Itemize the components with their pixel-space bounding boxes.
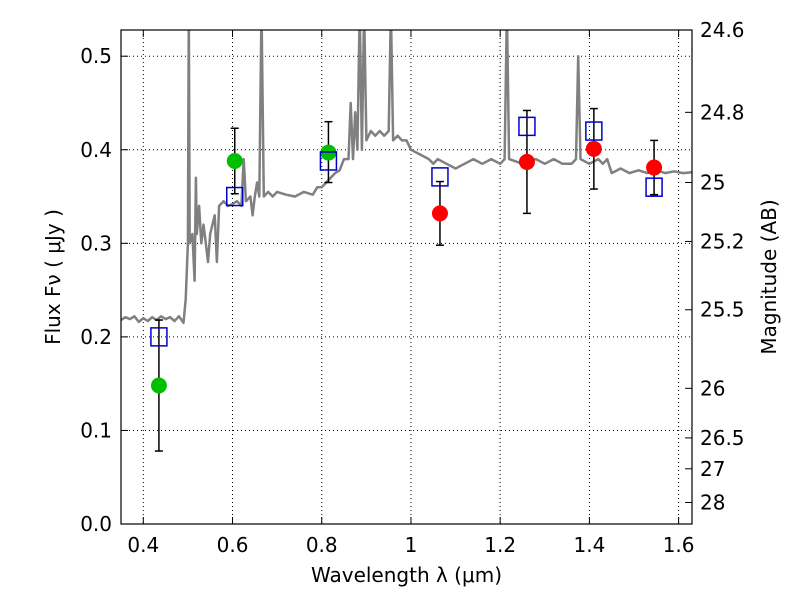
x-tick-label: 0.6 <box>217 533 249 557</box>
model-point-square <box>645 177 663 197</box>
x-tick-label: 1 <box>405 533 418 557</box>
y-tick-label: 0.1 <box>80 418 112 442</box>
data-point-circle <box>585 140 602 157</box>
data-point-circle <box>518 153 535 170</box>
y-axis-title: Flux Fν ( μJy ) <box>41 209 65 345</box>
y2-tick-label: 26.5 <box>700 426 745 450</box>
y2-tick-label: 26 <box>700 376 725 400</box>
y-tick-label: 0.0 <box>80 512 112 536</box>
model-point-square <box>518 116 536 137</box>
data-point-circle <box>646 159 663 176</box>
data-point-circle <box>150 377 167 394</box>
data-markers <box>150 116 663 394</box>
y2-tick-label: 27 <box>700 457 725 481</box>
model-point-square <box>585 121 603 141</box>
y-tick-label: 0.3 <box>80 231 112 255</box>
y2-tick-label: 24.8 <box>700 100 745 124</box>
model-point-square <box>150 327 168 347</box>
y-tick-label: 0.2 <box>80 325 112 349</box>
y-tick-label: 0.4 <box>80 138 112 162</box>
x-tick-label: 1.2 <box>484 533 516 557</box>
plot-frame <box>120 29 693 525</box>
model-point-square <box>226 186 244 207</box>
y-tick-label: 0.5 <box>80 44 112 68</box>
y2-tick-label: 25.5 <box>700 298 745 322</box>
model-point-square <box>319 151 338 171</box>
y2-axis-title: Magnitude (AB) <box>757 199 781 354</box>
x-tick-label: 0.4 <box>127 533 159 557</box>
x-axis-title: Wavelength λ (μm) <box>311 563 502 587</box>
y2-tick-label: 28 <box>700 490 725 514</box>
axis-ticks: 0.4 0.6 0.8 1 1.2 1.4 1.6 0.0 0.1 0.2 0.3 0.4 0.5 24.… <box>80 18 744 557</box>
model-spectrum <box>121 30 692 325</box>
x-tick-label: 0.8 <box>306 533 338 557</box>
model-point-square <box>431 167 449 187</box>
data-point-circle <box>431 205 448 222</box>
y2-tick-label: 25 <box>700 171 725 195</box>
x-tick-label: 1.4 <box>573 533 605 557</box>
data-point-circle <box>226 152 243 169</box>
y2-tick-label: 24.6 <box>700 18 745 42</box>
spectrum-line <box>121 30 692 325</box>
y2-tick-label: 25.2 <box>700 229 745 253</box>
grid-lines <box>121 30 692 524</box>
x-tick-label: 1.6 <box>663 533 695 557</box>
